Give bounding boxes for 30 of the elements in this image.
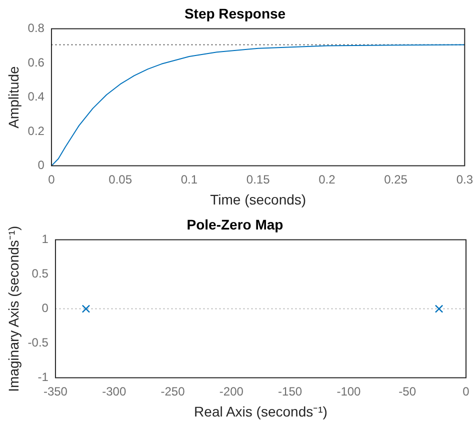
x-axis-title: Real Axis (seconds⁻¹) — [194, 403, 328, 420]
x-tick-label: -250 — [160, 384, 186, 398]
y-tick-label: 0.2 — [28, 124, 45, 138]
x-tick-label: 0.25 — [384, 172, 408, 186]
y-tick-label: -0.5 — [28, 336, 49, 350]
x-tick-label: 0.3 — [456, 172, 474, 186]
y-tick-label: -1 — [38, 370, 49, 384]
x-tick-label: 0.1 — [180, 172, 198, 186]
x-tick-label: -50 — [398, 384, 416, 398]
y-tick-label: 0 — [38, 158, 45, 172]
chart-title: Pole-Zero Map — [186, 216, 284, 232]
y-tick-label: 0.8 — [28, 21, 45, 36]
y-tick-label: 1 — [42, 232, 49, 246]
x-axis-title: Time (seconds) — [210, 191, 306, 208]
x-tick-label: -200 — [219, 384, 244, 398]
x-tick-label: -150 — [278, 384, 302, 398]
y-axis-title: Amplitude — [5, 66, 22, 128]
x-tick-label: 0.05 — [108, 172, 132, 186]
x-tick-label: 0.2 — [318, 172, 336, 186]
y-tick-label: 0.4 — [28, 90, 45, 104]
chart-title: Step Response — [184, 5, 286, 22]
y-tick-label: 0.5 — [32, 266, 49, 281]
y-tick-label: 0 — [42, 301, 49, 316]
x-tick-label: -350 — [43, 384, 68, 398]
x-tick-label: -100 — [336, 384, 362, 398]
x-tick-label: 0 — [462, 384, 470, 398]
x-tick-label: 0.15 — [246, 172, 270, 186]
y-tick-label: 0.6 — [28, 55, 45, 70]
x-tick-label: -300 — [102, 384, 126, 398]
y-axis-title: Imaginary Axis (seconds⁻¹) — [5, 226, 22, 392]
